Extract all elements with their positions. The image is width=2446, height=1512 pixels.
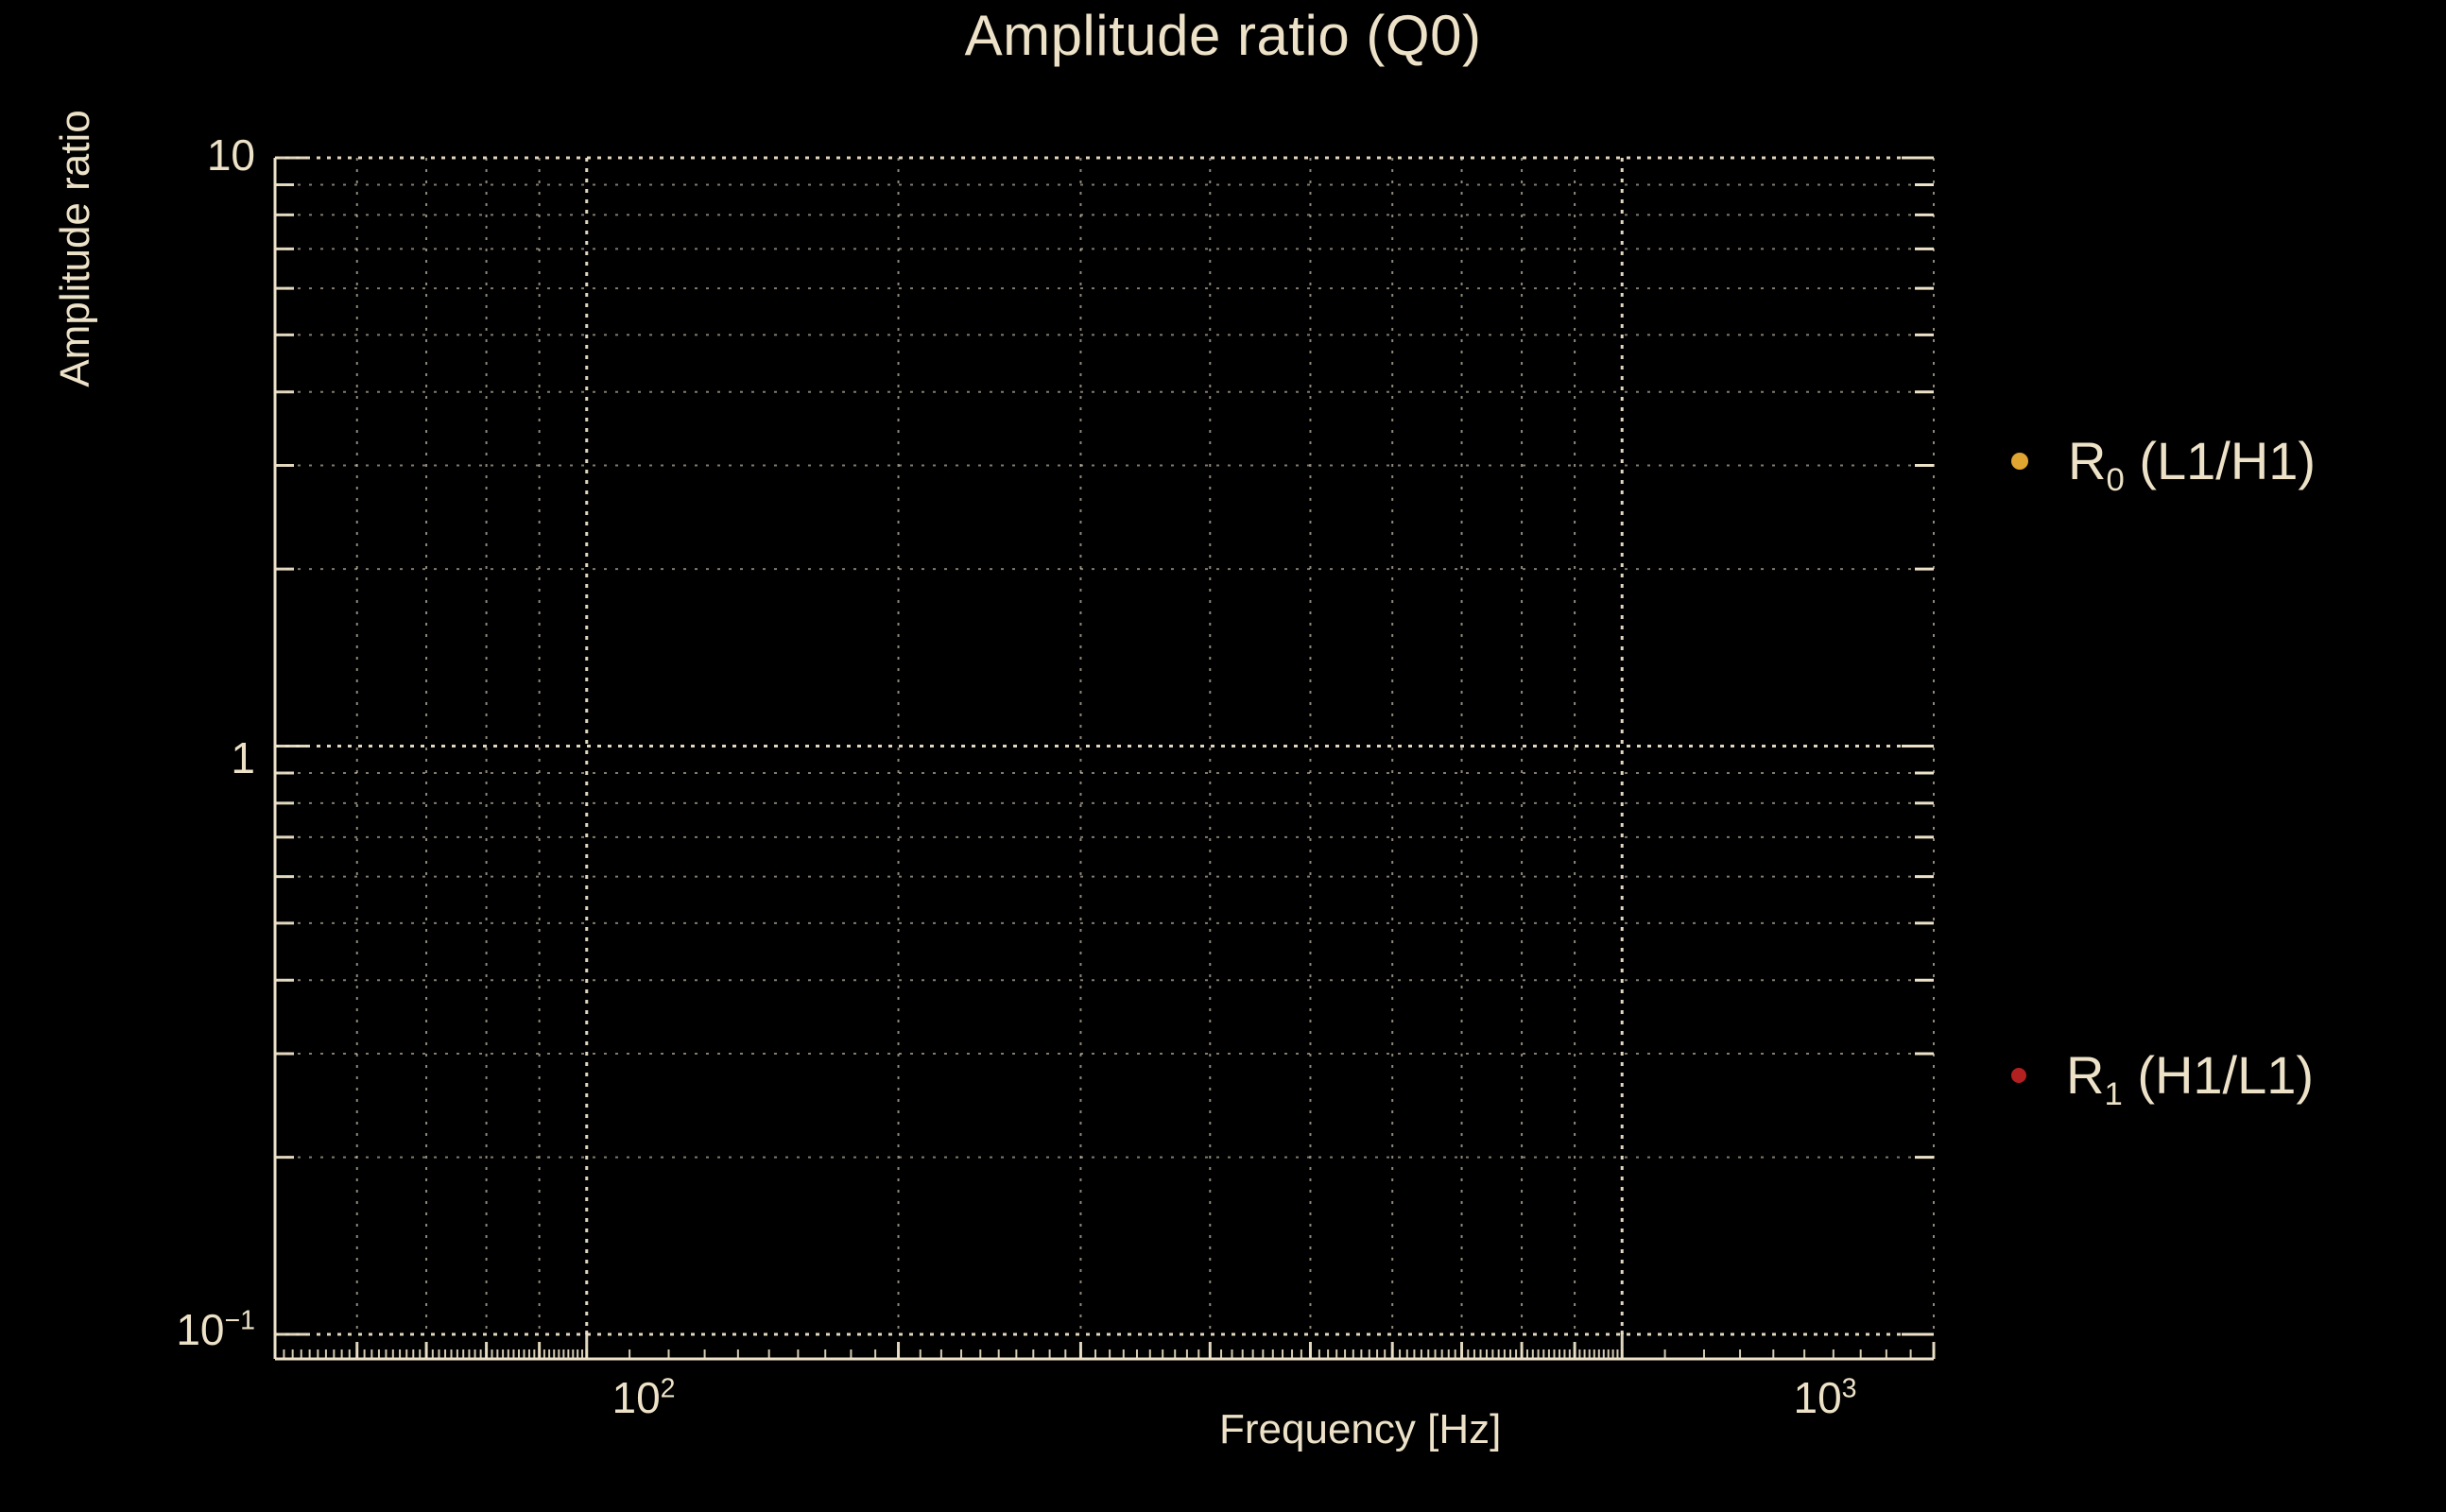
chart-title: Amplitude ratio (Q0) [964, 4, 1482, 67]
x-tick-1e3-mantissa: 10 [1793, 1373, 1842, 1422]
legend-marker-r0-dot-icon [2011, 452, 2028, 470]
x-tick-1e2-mantissa: 10 [612, 1373, 661, 1422]
legend-entry-r0[interactable]: R0 (L1/H1) [2011, 430, 2317, 499]
y-tick-bottom-exponent: −1 [224, 1305, 255, 1336]
tick-marks [273, 156, 1936, 1359]
x-axis-title: Frequency [Hz] [1219, 1406, 1502, 1452]
y-tick-mid-label: 1 [231, 733, 255, 782]
x-tick-1e2-exponent: 2 [660, 1373, 676, 1404]
legend-label-r0-subscript: 0 [2106, 462, 2125, 499]
x-tick-1e3: 103 [1793, 1372, 1856, 1423]
legend-label-r1-subscript: 1 [2104, 1076, 2123, 1113]
legend-label-r0: R0 (L1/H1) [2068, 431, 2317, 499]
legend-label-r1-suffix: (H1/L1) [2122, 1045, 2315, 1105]
y-axis-title: Amplitude ratio [52, 110, 98, 387]
grid-lines [274, 156, 1935, 1336]
legend-label-r0-suffix: (L1/H1) [2124, 431, 2317, 490]
x-tick-1e2: 102 [612, 1372, 675, 1423]
legend-entry-r1[interactable]: R1 (H1/L1) [2011, 1044, 2315, 1113]
x-tick-1e3-exponent: 3 [1841, 1373, 1857, 1404]
y-tick-bottom-mantissa: 10 [176, 1305, 225, 1354]
legend-marker-r1-dot-icon [2011, 1067, 2026, 1083]
y-tick-top-mantissa: 10 [206, 130, 255, 180]
legend-label-r1: R1 (H1/L1) [2066, 1045, 2315, 1113]
